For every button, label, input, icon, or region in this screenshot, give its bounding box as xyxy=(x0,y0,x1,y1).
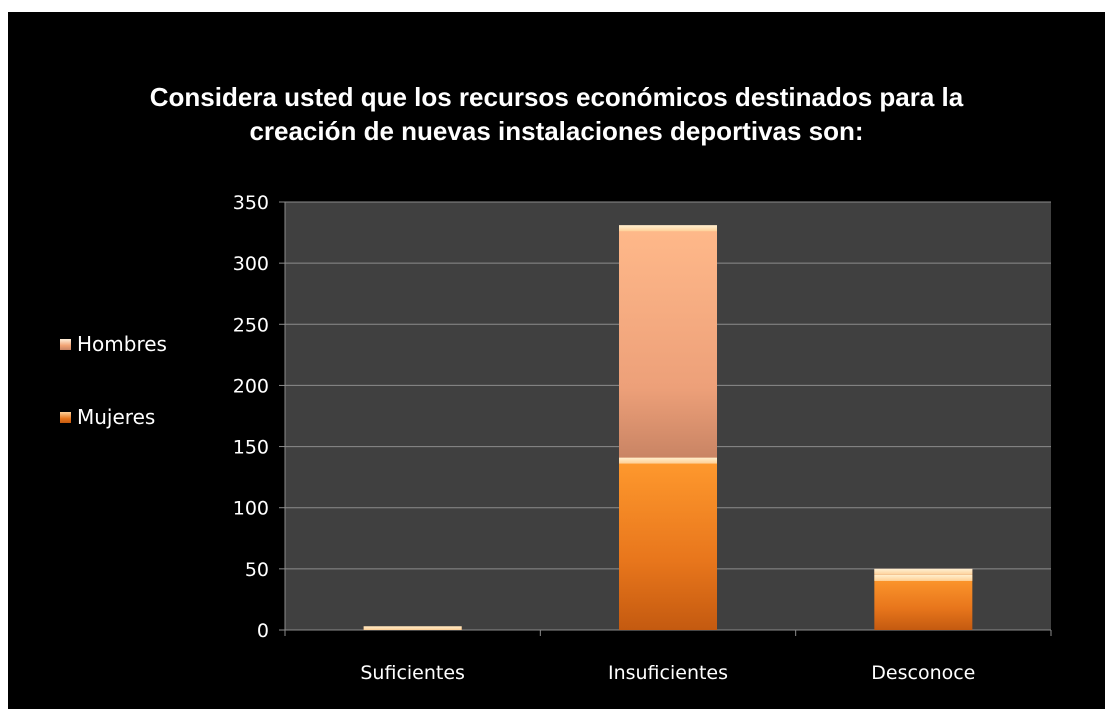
bar-cap xyxy=(874,574,973,581)
bar-cap xyxy=(619,457,717,464)
bar-hombres-insuficientes xyxy=(619,225,717,458)
legend-item-hombres: Hombres xyxy=(60,332,167,356)
chart-title: Considera usted que los recursos económi… xyxy=(8,80,1105,148)
x-tick-label: Desconoce xyxy=(871,662,975,684)
chart-slide: Considera usted que los recursos económi… xyxy=(8,12,1105,709)
y-tick-label: 300 xyxy=(233,253,269,275)
legend-label-mujeres: Mujeres xyxy=(77,405,156,429)
legend-swatch-mujeres xyxy=(60,411,71,423)
x-tick-label: Insuficientes xyxy=(608,662,728,684)
legend-label-hombres: Hombres xyxy=(77,332,167,356)
chart-title-line-1: Considera usted que los recursos económi… xyxy=(149,82,964,112)
y-tick-label: 250 xyxy=(233,314,269,336)
legend-item-mujeres: Mujeres xyxy=(60,405,155,429)
y-tick-label: 0 xyxy=(257,620,269,642)
y-tick-label: 350 xyxy=(233,192,269,214)
y-tick-label: 150 xyxy=(233,437,269,459)
bar-cap xyxy=(874,568,973,575)
y-tick-label: 100 xyxy=(233,498,269,520)
bar-mujeres-desconoce xyxy=(874,574,973,630)
legend-swatch-hombres xyxy=(60,338,71,350)
y-tick-label: 200 xyxy=(233,375,269,397)
bar-cap xyxy=(363,626,462,630)
chart-title-line-2: creación de nuevas instalaciones deporti… xyxy=(249,116,864,146)
bar-cap xyxy=(619,225,717,232)
stacked-bar-chart: 0 50 100 150 200 250 300 350 Suficientes Insufici… xyxy=(233,192,1052,684)
bar-mujeres-insuficientes xyxy=(619,457,717,630)
y-tick-label: 50 xyxy=(245,559,269,581)
x-tick-label: Suficientes xyxy=(360,662,465,684)
